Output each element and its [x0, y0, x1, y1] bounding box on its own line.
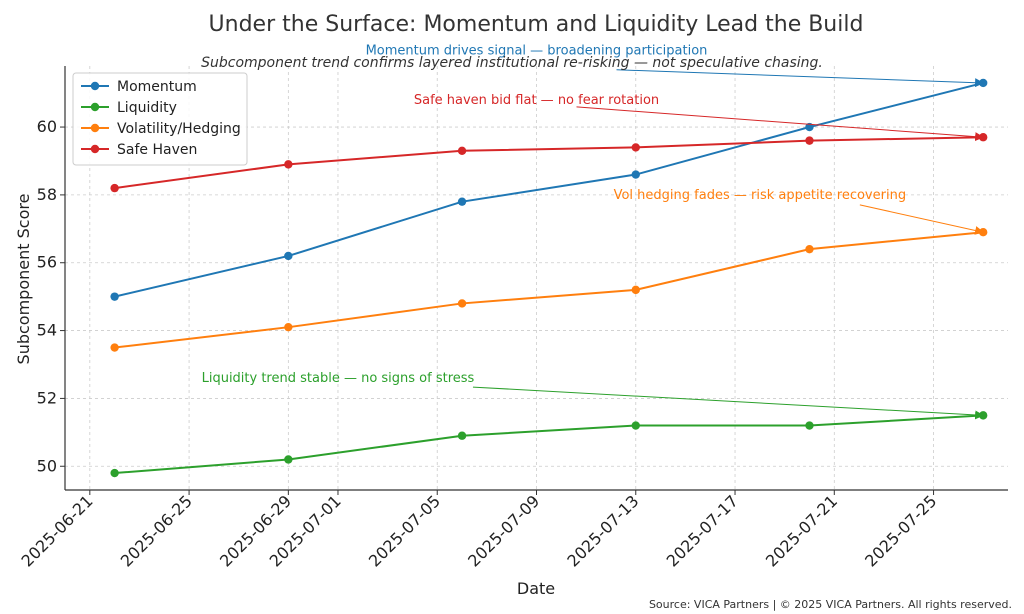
y-tick-label: 50	[37, 456, 57, 475]
legend-swatch-marker-volatility-hedging	[90, 123, 100, 133]
annotation-arrow	[616, 69, 985, 88]
x-tick-label: 2025-07-09	[464, 491, 543, 570]
y-tick-label: 58	[37, 185, 57, 204]
legend-swatch-marker-momentum	[90, 81, 100, 91]
data-point-safe-haven	[284, 160, 293, 169]
x-tick-label: 2025-06-21	[17, 491, 96, 570]
data-point-momentum	[284, 251, 293, 261]
data-point-liquidity	[284, 455, 293, 464]
y-tick-label: 52	[37, 388, 57, 407]
data-point-liquidity	[457, 431, 467, 440]
legend-label-safe-haven: Safe Haven	[117, 142, 197, 158]
chart-title: Under the Surface: Momentum and Liquidit…	[209, 12, 864, 37]
legend-label-volatility-hedging: Volatility/Hedging	[117, 121, 241, 137]
annotation-arrow	[472, 386, 985, 420]
chart-subtitle: Subcomponent trend confirms layered inst…	[201, 55, 823, 71]
y-tick-label: 54	[37, 321, 57, 340]
series-line-safe-haven	[114, 136, 984, 190]
data-point-volatility-hedging	[110, 343, 119, 352]
y-tick-label: 56	[37, 253, 57, 272]
data-point-volatility-hedging	[631, 285, 640, 295]
data-point-momentum	[631, 170, 640, 179]
annotation-text: Momentum drives signal — broadening part…	[366, 44, 708, 59]
source-footer: Source: VICA Partners | © 2025 VICA Part…	[649, 598, 1012, 611]
data-point-liquidity	[631, 421, 640, 430]
y-tick-label: 60	[37, 117, 57, 136]
x-tick-label: 2025-06-25	[117, 491, 196, 570]
data-point-safe-haven	[631, 143, 640, 152]
y-axis-label: Subcomponent Score	[14, 194, 33, 365]
annotation-arrow	[859, 204, 985, 235]
legend-label-liquidity: Liquidity	[117, 100, 177, 116]
data-point-safe-haven	[110, 183, 119, 193]
x-axis-label: Date	[517, 579, 555, 598]
data-point-momentum	[457, 197, 467, 206]
legend: Momentum Liquidity Volatility/Hedging Safe …	[72, 72, 248, 166]
series-line-momentum	[114, 81, 984, 298]
legend-swatch-marker-liquidity	[90, 102, 100, 112]
data-point-momentum	[805, 122, 814, 132]
data-point-momentum	[110, 292, 119, 301]
legend-box	[72, 72, 248, 166]
series-line-volatility-hedging	[114, 231, 984, 349]
x-tick-label: 2025-07-13	[563, 491, 642, 570]
x-tick-label: 2025-07-21	[762, 491, 841, 570]
data-point-volatility-hedging	[284, 322, 293, 332]
series-line-liquidity	[114, 414, 984, 475]
data-point-liquidity	[110, 468, 119, 478]
x-tick-label: 2025-07-05	[365, 491, 444, 570]
annotation-layer: Momentum drives signal — broadening part…	[202, 44, 985, 420]
annotation-text: Safe haven bid flat — no fear rotation	[414, 93, 659, 108]
legend-label-momentum: Momentum	[117, 79, 197, 95]
annotation-arrow	[576, 106, 985, 142]
annotation-text: Vol hedging fades — risk appetite recove…	[614, 188, 906, 203]
data-point-volatility-hedging	[457, 299, 467, 308]
data-point-volatility-hedging	[805, 244, 814, 254]
x-tick-label: 2025-07-17	[663, 491, 742, 570]
annotation-text: Liquidity trend stable — no signs of str…	[202, 371, 475, 386]
series-layer	[110, 78, 988, 478]
data-point-safe-haven	[805, 136, 814, 145]
x-tick-label: 2025-07-25	[861, 491, 940, 570]
data-point-safe-haven	[457, 146, 467, 155]
data-point-liquidity	[805, 421, 814, 430]
legend-swatch-marker-safe-haven	[90, 144, 100, 154]
